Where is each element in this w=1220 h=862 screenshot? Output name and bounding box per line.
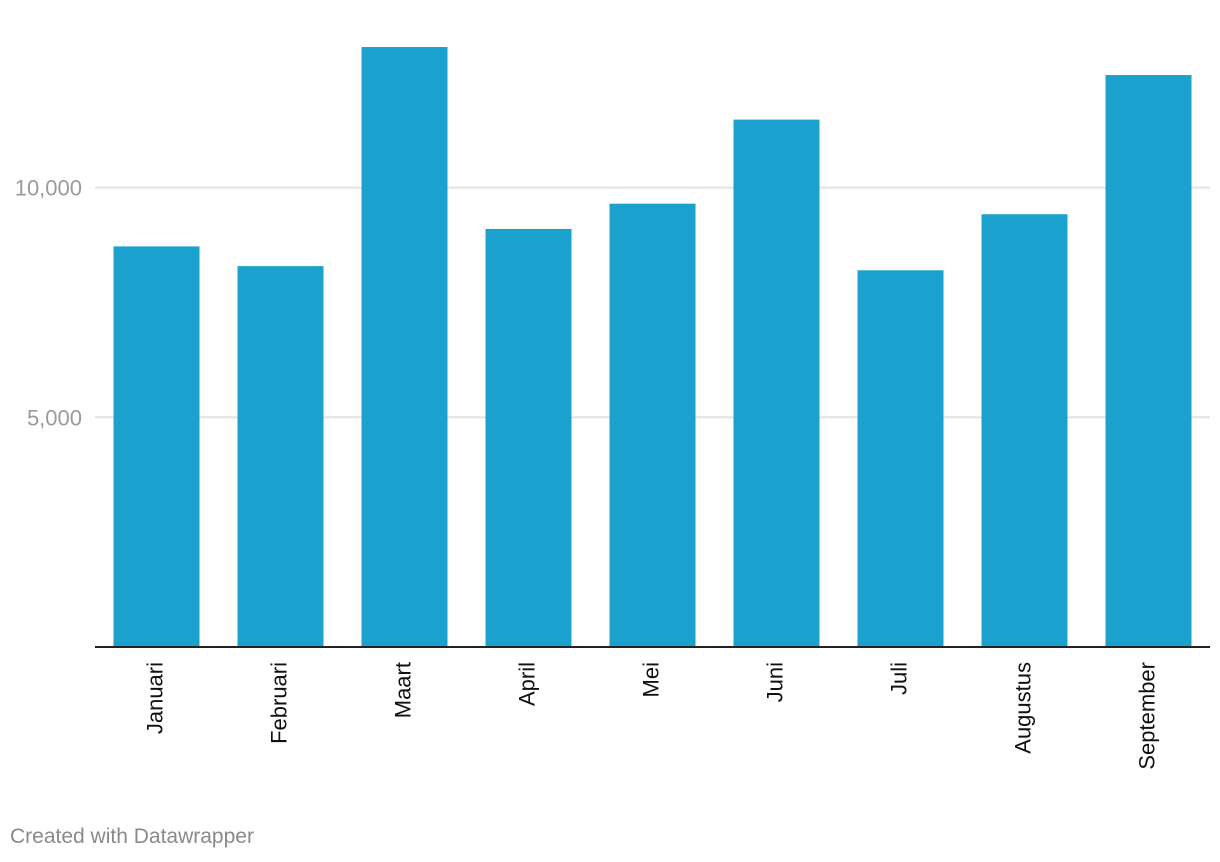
x-tick-label-april: April [514, 662, 539, 706]
bar-april [485, 228, 572, 648]
bars [113, 47, 1192, 648]
x-tick-label-juni: Juni [762, 662, 787, 702]
bar-september [1105, 75, 1192, 647]
bar-juni [733, 119, 820, 647]
bar-juli [857, 270, 944, 647]
bar-maart [361, 47, 448, 647]
bar-augustus [981, 214, 1068, 648]
datawrapper-credit: Created with Datawrapper [10, 825, 254, 848]
x-tick-label-mei: Mei [638, 662, 663, 697]
bar-februari [237, 266, 324, 647]
x-tick-label-januari: Januari [142, 662, 167, 734]
bar-januari [113, 246, 200, 647]
x-tick-label-september: September [1134, 662, 1159, 770]
y-tick-labels: 5,000 10,000 [15, 176, 82, 431]
x-tick-label-juli: Juli [886, 662, 911, 695]
y-tick-label: 5,000 [27, 405, 82, 430]
bar-chart: 5,000 10,000 Januari Februari Maart April Mei… [15, 47, 1210, 770]
y-tick-label: 10,000 [15, 176, 82, 201]
bar-mei [609, 203, 696, 647]
x-tick-labels: Januari Februari Maart April Mei Juni Juli Augu… [142, 662, 1159, 770]
x-tick-label-maart: Maart [390, 662, 415, 718]
x-tick-label-februari: Februari [266, 662, 291, 744]
x-tick-label-augustus: Augustus [1010, 662, 1035, 754]
